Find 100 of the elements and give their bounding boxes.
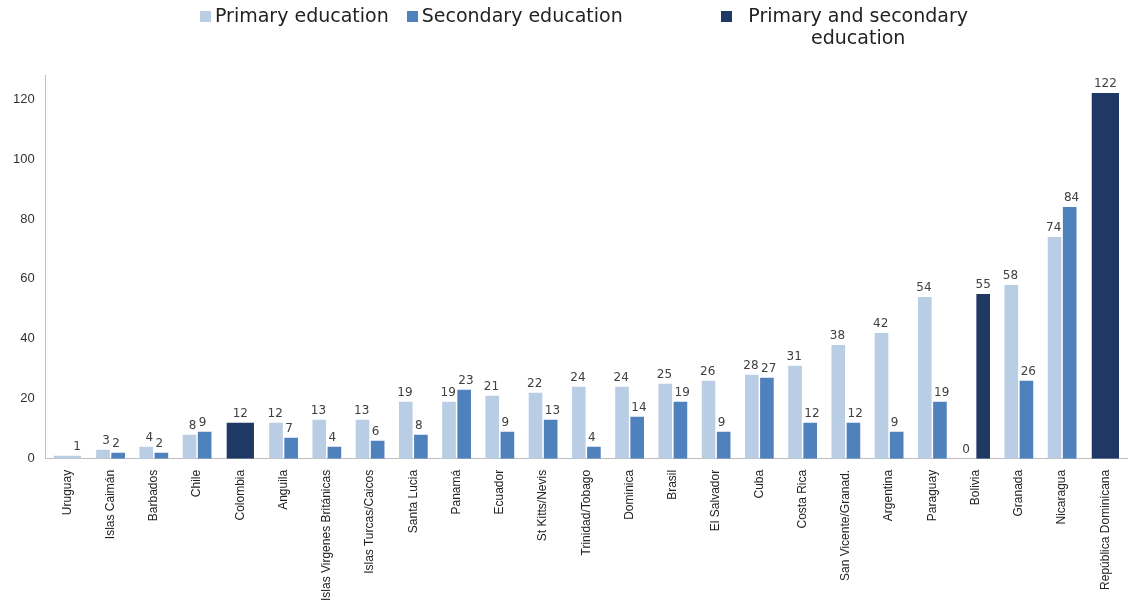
data-label: 4 xyxy=(145,429,154,444)
data-label: 19 xyxy=(440,384,456,399)
data-label: 24 xyxy=(613,369,629,384)
data-label: 55 xyxy=(975,277,991,292)
data-label: 122 xyxy=(1093,76,1117,91)
bar xyxy=(370,440,385,459)
x-tick-label: Bolivia xyxy=(967,469,982,506)
bar xyxy=(630,416,644,459)
x-tick-label: Uruguay xyxy=(59,469,74,516)
x-tick-label: Paraguay xyxy=(924,469,939,522)
bar xyxy=(1062,206,1077,459)
data-label: 9 xyxy=(717,414,726,429)
x-tick-label: Islas Caimán xyxy=(102,469,117,540)
x-tick-label: República Dominicana xyxy=(1097,469,1112,590)
data-label: 2 xyxy=(155,435,164,450)
data-label: 4 xyxy=(328,429,337,444)
data-label: 8 xyxy=(415,417,423,432)
bar xyxy=(571,386,586,459)
bar xyxy=(543,419,558,459)
bar xyxy=(528,392,543,459)
x-tick-label: Argentina xyxy=(881,469,896,522)
x-tick-label: Ecuador xyxy=(492,469,507,515)
x-tick-label: Islas Virgenes Británicas xyxy=(319,469,334,602)
y-tick-label: 80 xyxy=(20,210,35,226)
legend-label: Secondary education xyxy=(421,4,623,26)
x-tick-label: Trinidad/Tobago xyxy=(578,469,593,556)
bar xyxy=(917,296,932,459)
bar xyxy=(615,386,629,459)
x-tick-label: Cuba xyxy=(751,469,766,499)
bar xyxy=(587,446,601,459)
bar xyxy=(442,401,456,459)
bar xyxy=(658,383,673,459)
x-tick-label: St Kitts/Nevis xyxy=(535,469,550,542)
y-tick-label: 100 xyxy=(12,150,35,166)
x-tick-label: Brasil xyxy=(665,469,680,500)
bar xyxy=(803,422,817,459)
bar xyxy=(1047,236,1062,459)
bar xyxy=(414,434,428,459)
bar xyxy=(284,437,298,459)
data-label: 74 xyxy=(1046,220,1062,235)
data-label: 9 xyxy=(501,414,510,429)
bar xyxy=(139,446,154,459)
bar xyxy=(831,344,846,459)
data-label: 14 xyxy=(631,399,647,414)
data-label: 23 xyxy=(458,372,474,387)
data-label: 31 xyxy=(786,348,802,363)
x-tick-label: Colombia xyxy=(232,469,247,521)
bar xyxy=(398,401,413,459)
data-label: 9 xyxy=(198,414,207,429)
data-label: 58 xyxy=(1002,268,1019,283)
data-label: 3 xyxy=(102,432,110,447)
data-label: 9 xyxy=(890,414,899,429)
bar xyxy=(182,434,197,459)
bar xyxy=(197,431,212,459)
bar xyxy=(760,377,774,459)
data-label: 84 xyxy=(1063,190,1080,205)
data-label: 4 xyxy=(588,429,596,444)
data-label: 12 xyxy=(804,405,820,420)
data-label: 0 xyxy=(962,441,970,456)
data-label: 13 xyxy=(544,402,561,417)
data-label: 19 xyxy=(934,384,950,399)
bar xyxy=(1004,284,1019,459)
data-label: 2 xyxy=(112,435,120,450)
legend-label: Primary education xyxy=(215,4,389,26)
x-tick-label: El Salvador xyxy=(708,469,723,532)
data-label: 54 xyxy=(916,280,932,295)
data-label: 12 xyxy=(232,405,248,420)
data-label: 42 xyxy=(873,316,889,331)
bar xyxy=(716,431,731,459)
x-tick-label: Chile xyxy=(189,469,204,498)
x-tick-label: Islas Turcas/Caicos xyxy=(362,469,377,574)
y-tick-label: 120 xyxy=(12,90,35,106)
data-label: 26 xyxy=(700,363,716,378)
bar xyxy=(788,365,802,459)
bar xyxy=(933,401,947,459)
bar xyxy=(500,431,515,459)
bar xyxy=(457,389,471,459)
bar xyxy=(1019,380,1034,459)
x-tick-label: Granada xyxy=(1011,469,1026,517)
x-tick-label: Panamá xyxy=(448,469,463,515)
data-label: 28 xyxy=(743,357,759,372)
data-label: 7 xyxy=(285,420,293,435)
x-tick-label: Nicaragua xyxy=(1054,469,1069,525)
y-tick-label: 60 xyxy=(20,270,35,286)
x-tick-label: Anguila xyxy=(275,469,290,510)
bar xyxy=(701,380,716,459)
bar xyxy=(355,419,370,459)
data-label: 25 xyxy=(656,366,673,381)
bar xyxy=(485,395,500,459)
bar xyxy=(1091,92,1119,459)
bar xyxy=(874,332,889,459)
data-label: 19 xyxy=(397,384,413,399)
x-tick-label: Dominica xyxy=(621,469,636,520)
data-label: 19 xyxy=(674,384,690,399)
data-label: 24 xyxy=(570,369,586,384)
data-label: 1 xyxy=(73,438,81,453)
data-label: 27 xyxy=(761,360,777,375)
bar xyxy=(312,419,327,459)
x-tick-label: Barbados xyxy=(146,469,161,522)
y-tick-label: 40 xyxy=(20,330,35,346)
